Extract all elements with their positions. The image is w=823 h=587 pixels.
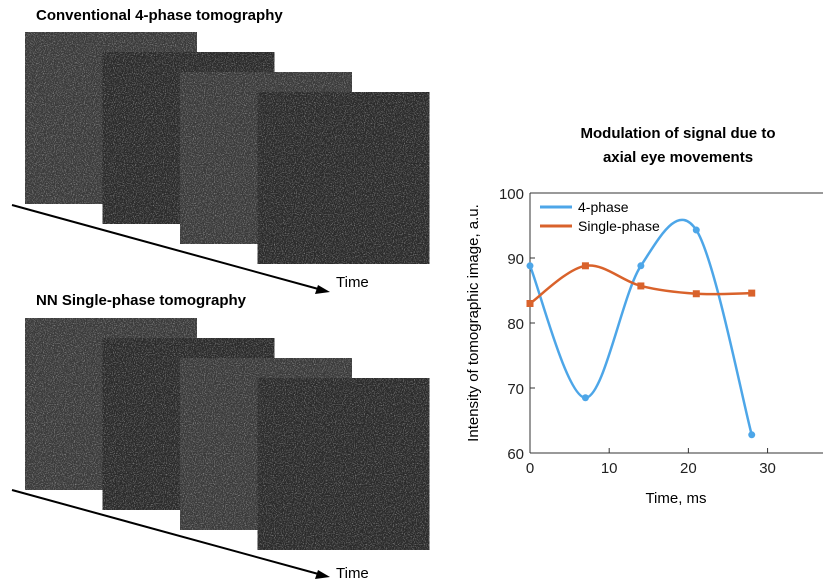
y-tick-label: 60 <box>507 446 524 463</box>
legend-label: Single-phase <box>578 218 660 234</box>
panel-title: Conventional 4-phase tomography <box>36 7 283 24</box>
series-line <box>528 218 753 436</box>
data-point <box>748 289 756 297</box>
data-point <box>748 431 756 439</box>
y-tick-label: 100 <box>499 186 524 203</box>
y-tick-label: 90 <box>507 251 524 268</box>
data-point <box>637 262 645 270</box>
image-stacks <box>11 32 430 579</box>
x-tick-label: 30 <box>759 460 776 477</box>
arrow-head <box>315 570 330 579</box>
y-tick-label: 70 <box>507 381 524 398</box>
data-point <box>526 262 534 270</box>
legend-label: 4-phase <box>578 199 629 215</box>
arrow-head <box>315 285 330 294</box>
data-point <box>692 290 700 298</box>
data-point <box>581 262 589 270</box>
time-arrow <box>11 489 323 576</box>
image-texture <box>257 92 430 264</box>
x-tick-label: 20 <box>680 460 697 477</box>
data-point <box>581 394 589 402</box>
chart-title: Modulation of signal due to <box>581 125 776 142</box>
x-tick-label: 0 <box>526 460 534 477</box>
y-tick-label: 80 <box>507 316 524 333</box>
data-point <box>692 226 700 234</box>
axis-label: Time <box>336 274 369 291</box>
chart-title: axial eye movements <box>603 149 753 166</box>
data-point <box>637 282 645 290</box>
y-axis-label: Intensity of tomographic image, a.u. <box>465 204 482 442</box>
time-arrow <box>11 204 323 291</box>
panel-title: NN Single-phase tomography <box>36 292 247 309</box>
image-texture <box>257 378 430 550</box>
axis-label: Time <box>336 565 369 582</box>
x-axis-label: Time, ms <box>645 490 706 507</box>
data-point <box>526 300 534 307</box>
x-tick-label: 10 <box>601 460 618 477</box>
